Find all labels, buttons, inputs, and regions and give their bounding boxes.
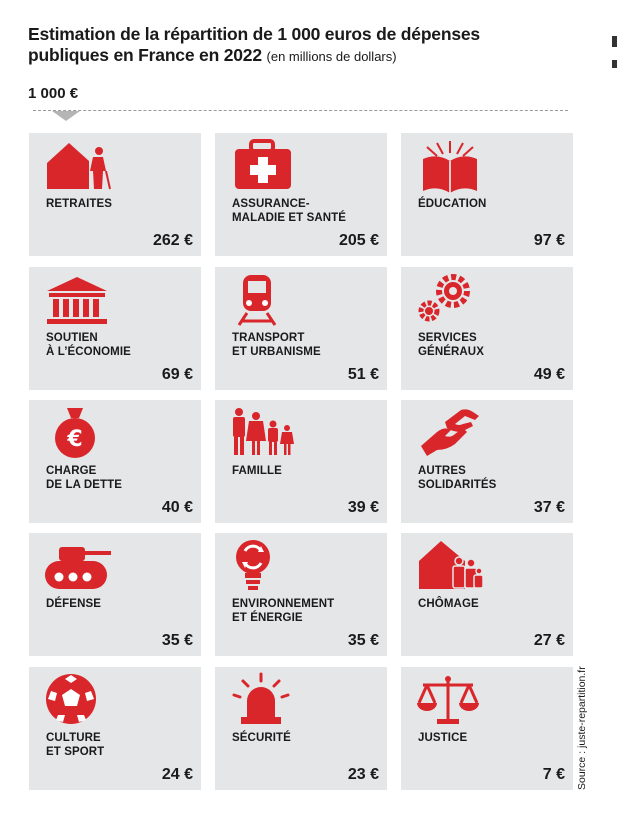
- category-label: Services généraux: [418, 332, 484, 358]
- category-label: Culture et sport: [46, 732, 105, 758]
- category-value: 23 €: [347, 766, 379, 783]
- open-book-icon: [415, 137, 485, 193]
- category-card: Justice 7 €: [401, 667, 573, 790]
- category-value: 262 €: [152, 232, 193, 249]
- total-dashed-line: [33, 110, 568, 111]
- category-value: 37 €: [533, 499, 565, 516]
- house-person-icon: [43, 137, 113, 193]
- category-value: 7 €: [542, 766, 565, 783]
- category-card: Services généraux 49 €: [401, 267, 573, 390]
- family-icon: [229, 404, 299, 460]
- category-value: 24 €: [161, 766, 193, 783]
- source-note: Source : juste-repartition.fr: [576, 666, 588, 790]
- category-card: Famille 39 €: [215, 400, 387, 523]
- category-label: Sécurité: [232, 732, 291, 744]
- cropped-edge-mark: [612, 36, 617, 47]
- medical-kit-icon: [229, 137, 299, 193]
- category-value: 97 €: [533, 232, 565, 249]
- category-card: Environnement et énergie 35 €: [215, 533, 387, 656]
- category-label: Transport et urbanisme: [232, 332, 321, 358]
- category-card: Autres solidarités 37 €: [401, 400, 573, 523]
- category-value: 205 €: [338, 232, 379, 249]
- chart-title-text: Estimation de la répartition de 1 000 eu…: [28, 24, 480, 65]
- category-card: Retraites 262 €: [29, 133, 201, 256]
- total-label: 1 000 €: [28, 85, 79, 102]
- category-value: 51 €: [347, 366, 379, 383]
- category-card: Culture et sport 24 €: [29, 667, 201, 790]
- siren-icon: [229, 671, 299, 727]
- helping-hands-icon: [415, 404, 485, 460]
- category-card: Sécurité 23 €: [215, 667, 387, 790]
- category-value: 35 €: [161, 632, 193, 649]
- tank-icon: [43, 537, 113, 593]
- euro-moneybag-icon: €: [43, 404, 113, 460]
- bank-building-icon: [43, 271, 113, 327]
- category-label: Retraites: [46, 198, 113, 210]
- category-label: Famille: [232, 465, 282, 477]
- category-card: Éducation 97 €: [401, 133, 573, 256]
- category-value: 49 €: [533, 366, 565, 383]
- svg-text:€: €: [66, 427, 82, 452]
- category-label: Chômage: [418, 598, 479, 610]
- eco-bulb-icon: [229, 537, 299, 593]
- category-label: Autres solidarités: [418, 465, 497, 491]
- category-value: 69 €: [161, 366, 193, 383]
- chart-subtitle: (en millions de dollars): [266, 49, 397, 64]
- gears-icon: [415, 271, 485, 327]
- category-value: 40 €: [161, 499, 193, 516]
- category-value: 27 €: [533, 632, 565, 649]
- cropped-edge-mark: [612, 60, 617, 68]
- chart-title: Estimation de la répartition de 1 000 eu…: [28, 24, 548, 67]
- category-label: Assurance- maladie et santé: [232, 198, 347, 224]
- category-card: Soutien à l’économie 69 €: [29, 267, 201, 390]
- category-label: Environnement et énergie: [232, 598, 335, 624]
- category-value: 39 €: [347, 499, 379, 516]
- scales-icon: [415, 671, 485, 727]
- total-pointer-arrow: [52, 111, 80, 121]
- house-family-icon: [415, 537, 485, 593]
- category-label: Justice: [418, 732, 468, 744]
- football-icon: [43, 671, 113, 727]
- train-icon: [229, 271, 299, 327]
- category-card: Chômage 27 €: [401, 533, 573, 656]
- category-label: Éducation: [418, 198, 487, 210]
- category-card: € Charge de la dette 40 €: [29, 400, 201, 523]
- category-label: Soutien à l’économie: [46, 332, 131, 358]
- category-card: Transport et urbanisme 51 €: [215, 267, 387, 390]
- category-card: Assurance- maladie et santé 205 €: [215, 133, 387, 256]
- category-card: Défense 35 €: [29, 533, 201, 656]
- category-value: 35 €: [347, 632, 379, 649]
- category-label: Défense: [46, 598, 102, 610]
- category-label: Charge de la dette: [46, 465, 123, 491]
